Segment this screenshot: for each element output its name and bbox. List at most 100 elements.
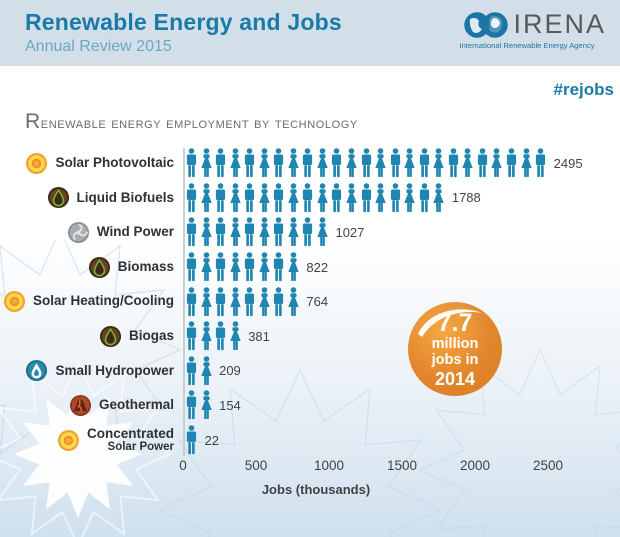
category-cell: Geothermal bbox=[0, 394, 183, 417]
category-label: Geothermal bbox=[98, 397, 174, 413]
female-figure-icon bbox=[229, 148, 241, 178]
pictogram-figures bbox=[185, 252, 301, 282]
page-subtitle: Annual Review 2015 bbox=[25, 38, 172, 55]
header-band: Renewable Energy and Jobs Annual Review … bbox=[0, 0, 620, 66]
female-figure-icon bbox=[288, 148, 299, 178]
volcano-icon bbox=[69, 394, 92, 416]
wind-turbine-icon bbox=[67, 221, 89, 244]
male-figure-icon bbox=[390, 148, 400, 178]
pictogram-figures bbox=[185, 321, 243, 351]
category-cell: Small Hydropower bbox=[0, 359, 183, 382]
female-figure-icon bbox=[317, 217, 328, 247]
female-figure-icon bbox=[259, 183, 270, 212]
logo-tagline: International Renewable Energy Agency bbox=[459, 41, 595, 50]
female-figure-icon bbox=[375, 183, 386, 212]
male-figure-icon bbox=[419, 148, 429, 178]
pictogram-figures bbox=[185, 148, 549, 178]
male-figure-icon bbox=[186, 252, 197, 282]
female-figure-icon bbox=[288, 286, 299, 316]
chart-row: Solar Heating/Cooling 764 bbox=[0, 284, 620, 319]
female-figure-icon bbox=[375, 148, 386, 178]
male-figure-icon bbox=[245, 252, 255, 282]
male-figure-icon bbox=[186, 390, 197, 420]
biofuel-droplet-icon bbox=[99, 325, 122, 347]
header-text: Renewable Energy and Jobs Annual Review … bbox=[25, 9, 342, 56]
category-cell: Biogas bbox=[0, 325, 183, 348]
pictogram-figures bbox=[185, 183, 447, 213]
female-figure-icon bbox=[229, 183, 241, 212]
chart-row: Geothermal 154 bbox=[0, 388, 620, 423]
male-figure-icon bbox=[274, 183, 284, 212]
female-figure-icon bbox=[259, 252, 270, 282]
value-label: 1788 bbox=[451, 190, 481, 206]
sun-icon bbox=[26, 152, 48, 174]
water-droplet-icon bbox=[26, 360, 48, 382]
chart-row: Small Hydropower 209 bbox=[0, 354, 620, 389]
female-figure-icon bbox=[404, 148, 415, 178]
female-figure-icon bbox=[259, 217, 270, 247]
x-axis-tick: 1500 bbox=[386, 458, 418, 473]
value-label: 154 bbox=[219, 397, 241, 413]
x-axis-label: Jobs (thousands) bbox=[261, 482, 371, 497]
female-figure-icon bbox=[200, 183, 212, 212]
female-figure-icon bbox=[288, 183, 299, 212]
female-figure-icon bbox=[200, 390, 212, 420]
x-axis-tick: 1000 bbox=[313, 458, 345, 473]
male-figure-icon bbox=[215, 183, 226, 212]
page-title: Renewable Energy and Jobs bbox=[25, 9, 342, 35]
female-figure-icon bbox=[317, 183, 328, 212]
category-label: Small Hydropower bbox=[55, 362, 174, 378]
category-cell: Liquid Biofuels bbox=[0, 186, 183, 209]
female-figure-icon bbox=[346, 183, 357, 212]
male-figure-icon bbox=[361, 183, 371, 212]
male-figure-icon bbox=[186, 321, 197, 351]
female-figure-icon bbox=[229, 321, 241, 351]
male-figure-icon bbox=[274, 286, 284, 316]
irena-globes-icon bbox=[464, 11, 509, 38]
male-figure-icon bbox=[332, 183, 342, 212]
male-figure-icon bbox=[274, 148, 284, 178]
female-figure-icon bbox=[520, 148, 532, 178]
badge-line4: 2014 bbox=[434, 368, 476, 389]
pictogram-figures bbox=[185, 217, 330, 247]
x-axis-tick: 500 bbox=[244, 458, 268, 473]
chart-row: Wind Power 1027 bbox=[0, 215, 620, 250]
female-figure-icon bbox=[200, 148, 212, 178]
irena-logo: IRENA International Renewable Energy Age… bbox=[448, 9, 606, 50]
female-figure-icon bbox=[200, 217, 212, 247]
male-figure-icon bbox=[186, 183, 197, 212]
female-figure-icon bbox=[433, 148, 444, 178]
category-cell: Concentrated Solar Power bbox=[0, 426, 183, 454]
biofuel-droplet-icon bbox=[88, 256, 110, 278]
badge-line3: jobs in bbox=[431, 352, 479, 369]
male-figure-icon bbox=[186, 148, 197, 178]
value-label: 209 bbox=[219, 363, 241, 379]
chart-row: Concentrated Solar Power 22 bbox=[0, 423, 620, 458]
female-figure-icon bbox=[200, 286, 212, 316]
category-label-line2: Solar Power bbox=[107, 441, 174, 454]
female-figure-icon bbox=[317, 148, 328, 178]
biofuel-droplet-icon bbox=[47, 187, 69, 209]
female-figure-icon bbox=[288, 217, 299, 247]
male-figure-icon bbox=[536, 148, 546, 178]
section-title: Renewable energy employment by technolog… bbox=[25, 110, 358, 133]
male-figure-icon bbox=[186, 217, 197, 247]
male-figure-icon bbox=[448, 148, 458, 178]
value-label: 2495 bbox=[553, 155, 583, 171]
category-cell: Biomass bbox=[0, 256, 183, 279]
category-label: Biomass bbox=[117, 258, 174, 274]
chart-row: Biogas 381 bbox=[0, 319, 620, 354]
badge-line2: million bbox=[431, 336, 479, 353]
male-figure-icon bbox=[245, 183, 255, 212]
sun-icon bbox=[57, 429, 80, 451]
pictogram-figures bbox=[185, 390, 214, 420]
x-axis-tick: 2000 bbox=[459, 458, 491, 473]
male-figure-icon bbox=[390, 183, 400, 212]
value-label: 1027 bbox=[335, 224, 365, 240]
total-jobs-badge: 7.7 million jobs in 2014 bbox=[408, 302, 502, 396]
sun-icon bbox=[3, 291, 26, 313]
male-figure-icon bbox=[274, 217, 284, 247]
male-figure-icon bbox=[303, 217, 313, 247]
value-label: 764 bbox=[306, 294, 329, 310]
category-cell: Solar Photovoltaic bbox=[0, 152, 183, 175]
